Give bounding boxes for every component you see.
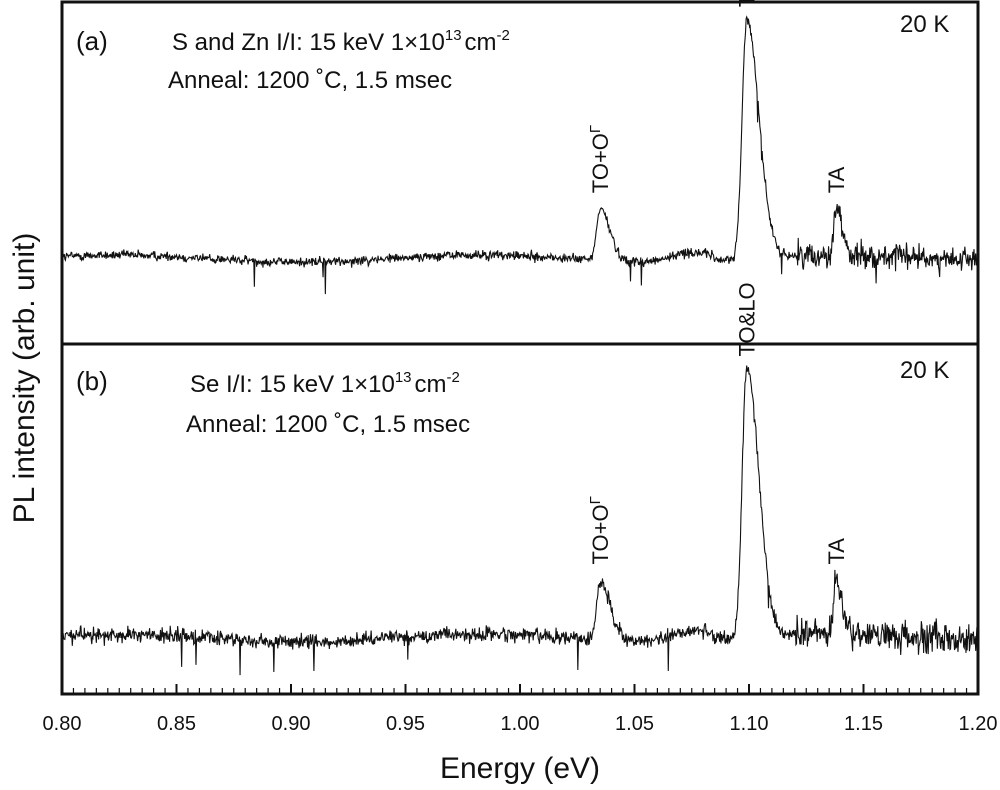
x-tick-label: 1.05 bbox=[615, 713, 654, 735]
panel-b-title-line1: Se I/I: 15 keV 1×1013 cm-2 bbox=[190, 369, 460, 398]
peak-label-3: TA bbox=[824, 166, 849, 193]
panel-a-title-line2: Anneal: 1200 ˚C, 1.5 msec bbox=[168, 67, 452, 94]
panel-a-spectrum-line bbox=[61, 15, 979, 295]
panel-b-label: (b) bbox=[76, 366, 108, 396]
panel-a-temperature: 20 K bbox=[900, 11, 949, 38]
panel-a-title-line1: S and Zn I/I: 15 keV 1×1013 cm-2 bbox=[172, 27, 510, 56]
x-axis-ticks bbox=[61, 684, 979, 694]
panel-b-spectrum-line bbox=[61, 365, 979, 676]
panel-b-peak-labels: TO+OΓ TO&LO TA bbox=[587, 282, 849, 564]
panel-b-temperature: 20 K bbox=[900, 357, 949, 384]
peak-label-3: TA bbox=[824, 538, 849, 565]
x-tick-label: 0.80 bbox=[43, 713, 82, 735]
peak-label-2: TO&LO bbox=[735, 0, 760, 7]
peak-label-2: TO&LO bbox=[735, 282, 760, 356]
x-tick-label: 0.90 bbox=[272, 713, 311, 735]
x-tick-label: 1.00 bbox=[501, 713, 540, 735]
peak-label-1: TO+OΓ bbox=[587, 496, 613, 564]
x-tick-label: 0.85 bbox=[157, 713, 196, 735]
x-tick-label: 1.10 bbox=[730, 713, 769, 735]
x-tick-label: 0.95 bbox=[386, 713, 425, 735]
panel-a-label: (a) bbox=[76, 26, 108, 56]
peak-label-1: TO+OΓ bbox=[587, 125, 613, 193]
x-axis-tick-labels: 0.80 0.85 0.90 0.95 1.00 1.05 1.10 1.15 1.20 bbox=[43, 713, 998, 735]
x-tick-label: 1.20 bbox=[959, 713, 998, 735]
panel-a-peak-labels: TO+OΓ TO&LO TA bbox=[587, 0, 849, 193]
x-axis-label: Energy (eV) bbox=[440, 752, 600, 785]
panel-b-title-line2: Anneal: 1200 ˚C, 1.5 msec bbox=[186, 411, 470, 438]
panel-a: (a) S and Zn I/I: 15 keV 1×1013 cm-2 Anne… bbox=[60, 0, 980, 346]
panel-b: (b) Se I/I: 15 keV 1×1013 cm-2 Anneal: 12… bbox=[60, 282, 980, 696]
y-axis-label: PL intensity (arb. unit) bbox=[8, 233, 41, 524]
x-tick-label: 1.15 bbox=[844, 713, 883, 735]
